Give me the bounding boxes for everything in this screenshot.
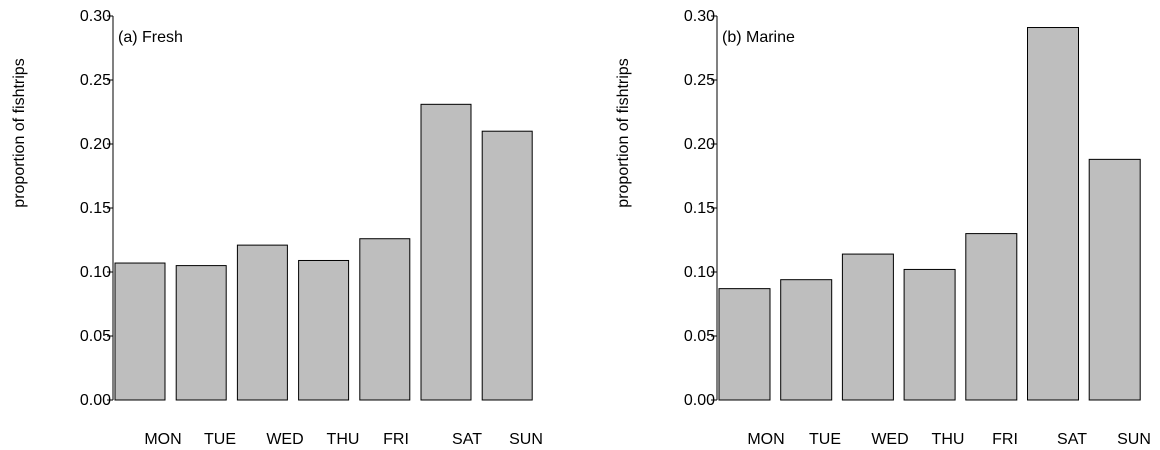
bar-mon — [718, 288, 771, 401]
y-tick-label: 0.20 — [684, 136, 715, 153]
y-tick-label: 0.10 — [80, 264, 111, 281]
bar-sun — [481, 130, 533, 401]
y-tick-label: 0.20 — [80, 136, 111, 153]
y-tick-label: 0.25 — [80, 72, 111, 89]
x-category-label: FRI — [992, 431, 1018, 448]
x-category-label: MON — [747, 431, 784, 448]
bar-sat — [1027, 27, 1079, 401]
bar-sat — [420, 103, 472, 401]
x-category-label: SAT — [452, 431, 482, 448]
bar-thu — [903, 268, 956, 401]
bar-thu — [298, 259, 350, 401]
bar-tue — [780, 279, 833, 401]
x-category-label: SUN — [509, 431, 543, 448]
bar-wed — [236, 244, 288, 401]
bar-tue — [175, 265, 227, 401]
y-tick-label: 0.00 — [80, 392, 111, 409]
y-tick-label: 0.00 — [684, 392, 715, 409]
y-tick-label: 0.15 — [684, 200, 715, 217]
x-category-label: SUN — [1117, 431, 1151, 448]
x-category-label: WED — [266, 431, 303, 448]
x-category-label: TUE — [809, 431, 841, 448]
x-category-label: TUE — [204, 431, 236, 448]
y-tick-label: 0.10 — [684, 264, 715, 281]
y-tick-label: 0.30 — [684, 8, 715, 25]
chart-panel-fresh: 0.00 0.05 0.10 0.15 0.20 0.25 0.30 MON TUE WED THU… — [11, 8, 543, 448]
y-axis-title: proportion of fishtrips — [11, 58, 28, 207]
y-tick-label: 0.15 — [80, 200, 111, 217]
x-category-label: THU — [327, 431, 360, 448]
bar-wed — [841, 253, 894, 401]
x-category-label: WED — [871, 431, 908, 448]
x-category-label: FRI — [383, 431, 409, 448]
x-category-label: MON — [144, 431, 181, 448]
bar-fri — [359, 238, 411, 401]
x-category-label: THU — [932, 431, 965, 448]
chart-panel-marine: 0.00 0.05 0.10 0.15 0.20 0.25 0.30 MON TUE WED THU… — [615, 8, 1151, 448]
y-axis-title: proportion of fishtrips — [615, 58, 632, 207]
bar-sun — [1088, 158, 1141, 401]
panel-title: (a) Fresh — [118, 29, 183, 46]
panel-title: (b) Marine — [722, 29, 795, 46]
bar-fri — [965, 233, 1018, 401]
y-tick-label: 0.05 — [80, 328, 111, 345]
y-tick-label: 0.25 — [684, 72, 715, 89]
y-tick-label: 0.05 — [684, 328, 715, 345]
bar-mon — [114, 262, 166, 401]
y-tick-label: 0.30 — [80, 8, 111, 25]
x-category-label: SAT — [1057, 431, 1087, 448]
